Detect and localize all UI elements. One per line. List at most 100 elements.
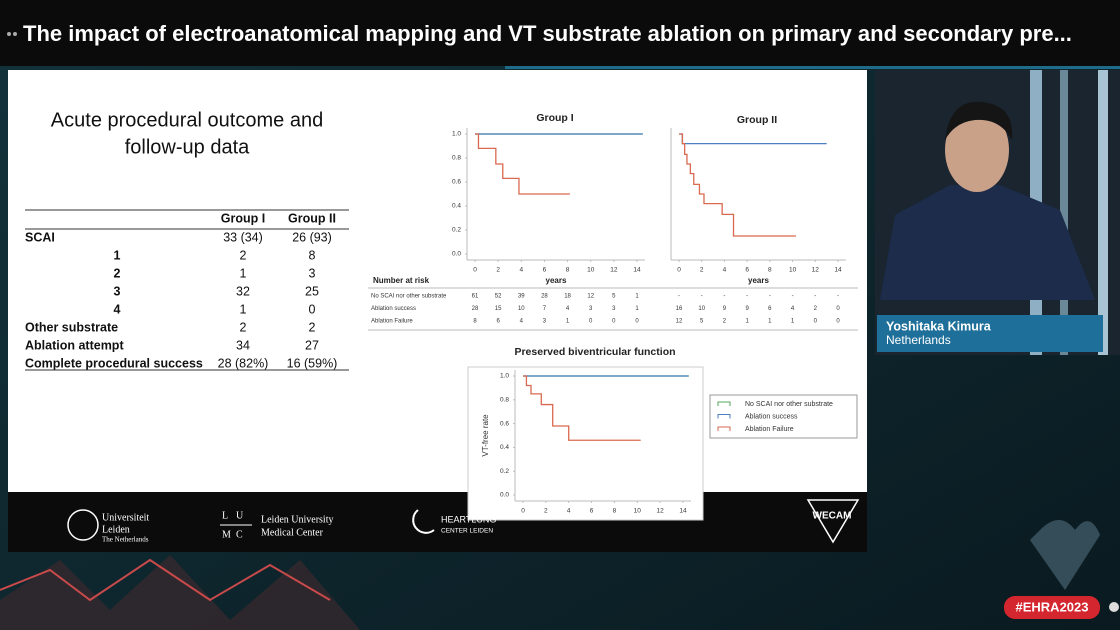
row-label: 4 [114, 302, 121, 316]
logo-text: C [236, 529, 243, 540]
x-tick-label: 14 [633, 267, 641, 274]
column-header: Group I [221, 211, 265, 225]
logo-text: Leiden University [261, 514, 333, 525]
logo-seal [67, 509, 99, 541]
risk-count: 0 [635, 319, 639, 325]
risk-count: 1 [745, 319, 749, 325]
cell: 3 [309, 266, 316, 280]
backdrop-strip [1098, 70, 1108, 355]
speaker-face [945, 108, 1009, 192]
slide-title: Acute procedural outcome and [51, 109, 323, 131]
header-bar [0, 0, 1120, 66]
cell: 0 [309, 302, 316, 316]
y-tick-label: 0.2 [452, 227, 461, 234]
km-curve [679, 133, 796, 237]
risk-title: Number at risk [373, 276, 430, 285]
x-tick-label: 6 [745, 267, 749, 274]
x-tick-label: 14 [679, 508, 687, 515]
risk-count: 12 [587, 294, 594, 300]
x-tick-label: 2 [700, 267, 704, 274]
logo-text: CENTER LEIDEN [441, 528, 493, 535]
risk-count: 15 [495, 306, 502, 312]
risk-count: 3 [543, 319, 547, 325]
risk-count: 39 [518, 294, 525, 300]
x-tick-label: 2 [544, 508, 548, 515]
column-header: Group II [288, 211, 336, 225]
risk-count: - [769, 294, 771, 300]
risk-count: 4 [566, 306, 570, 312]
logo-text: U [236, 510, 244, 521]
x-tick-label: 6 [543, 267, 547, 274]
x-tick-label: 14 [834, 267, 842, 274]
cell: 8 [309, 248, 316, 262]
risk-count: 2 [814, 306, 818, 312]
risk-count: 1 [635, 306, 639, 312]
cell: 1 [240, 266, 247, 280]
risk-count: 1 [791, 319, 795, 325]
legend-swatch [717, 401, 731, 406]
cell: 33 (34) [223, 230, 263, 244]
risk-count: 28 [472, 306, 479, 312]
risk-count: 3 [612, 306, 616, 312]
nav-dot[interactable] [1109, 602, 1119, 612]
logo-triangle [806, 499, 860, 544]
risk-count: 4 [791, 306, 795, 312]
risk-label: No SCAI nor other substrate [371, 294, 447, 300]
risk-count: 1 [635, 294, 639, 300]
cell: 27 [305, 338, 319, 352]
risk-count: 1 [566, 319, 570, 325]
logo-text: HEARTLUNG [441, 514, 496, 524]
event-heart [1030, 520, 1100, 590]
logo-text: Medical Center [261, 527, 324, 538]
risk-count: 28 [541, 294, 548, 300]
cell: 2 [240, 248, 247, 262]
cell: 16 (59%) [287, 356, 338, 370]
y-tick-label: 0.6 [452, 179, 461, 186]
dot [13, 32, 17, 36]
event-hashtag: #EHRA2023 [1016, 599, 1089, 614]
x-tick-label: 4 [519, 267, 523, 274]
risk-count: 0 [814, 319, 818, 325]
logo-bar [8, 492, 867, 552]
x-axis-label: years [748, 276, 769, 285]
logo-text: L [222, 510, 228, 521]
risk-label: Ablation Failure [371, 319, 413, 325]
x-tick-label: 10 [789, 267, 797, 274]
risk-count: 0 [836, 319, 840, 325]
risk-count: 16 [676, 306, 683, 312]
logo-text: M [222, 529, 231, 540]
progress [505, 66, 1120, 69]
x-tick-label: 0 [677, 267, 681, 274]
slide-title: follow-up data [125, 136, 250, 158]
row-label: SCAI [25, 230, 55, 244]
risk-count: 12 [676, 319, 683, 325]
risk-count: - [837, 294, 839, 300]
row-label: Other substrate [25, 320, 118, 334]
y-tick-label: 0.0 [452, 251, 461, 258]
row-label: 3 [114, 284, 121, 298]
risk-count: - [814, 294, 816, 300]
y-tick-label: 0.8 [452, 155, 461, 162]
risk-count: 0 [612, 319, 616, 325]
x-tick-label: 4 [723, 267, 727, 274]
risk-count: 4 [520, 319, 524, 325]
cell: 32 [236, 284, 250, 298]
risk-count: 1 [768, 319, 772, 325]
legend-swatch [717, 414, 731, 419]
risk-count: 6 [768, 306, 772, 312]
cell: 25 [305, 284, 319, 298]
y-tick-label: 0.6 [500, 420, 509, 427]
cell: 26 (93) [292, 230, 332, 244]
cell: 28 (82%) [218, 356, 269, 370]
cell: 2 [240, 320, 247, 334]
risk-count: - [792, 294, 794, 300]
speaker-name: Yoshitaka Kimura [886, 319, 992, 333]
video-title: The impact of electroanatomical mapping … [23, 21, 1072, 46]
speaker-hair [945, 101, 1013, 140]
cell: 2 [309, 320, 316, 334]
x-tick-label: 6 [590, 508, 594, 515]
x-tick-label: 4 [567, 508, 571, 515]
legend-swatch [717, 426, 731, 431]
x-tick-label: 2 [496, 267, 500, 274]
